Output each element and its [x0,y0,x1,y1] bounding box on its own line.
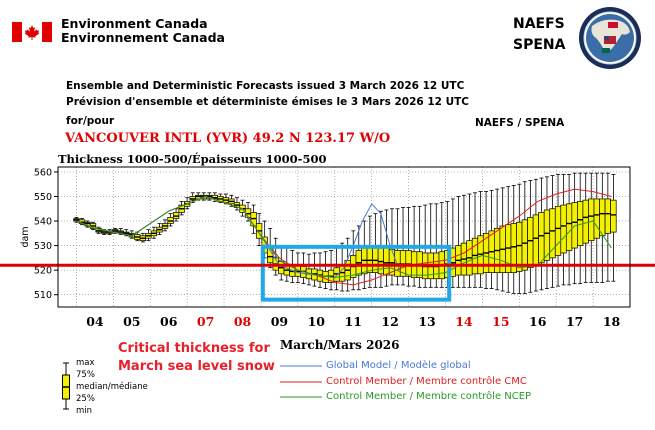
x-tick-label: 05 [123,314,140,329]
box-iqr [560,204,567,254]
box-iqr [521,219,528,271]
plot-frame [57,166,631,308]
naefs-spena-label: NAEFS / SPENA [475,117,565,129]
box-iqr [582,199,589,244]
legend-label-global: Global Model / Modèle global [326,360,471,371]
box-key-q25: 25% [76,394,95,404]
x-axis-title: March/Mars 2026 [280,338,400,352]
legend-label-cmc: Control Member / Membre contrôle CMC [326,376,527,387]
box-iqr [599,198,606,237]
series-legend-lines [280,365,322,398]
box-key-icon [62,362,70,410]
y-tick-label: 560 [34,167,52,178]
box-iqr [565,203,573,251]
critical-thickness-note: Critical thickness for March sea level s… [118,341,275,374]
x-tick-label: 13 [418,314,435,329]
box-iqr [588,198,595,242]
box-iqr [377,246,385,275]
box-iqr [527,217,534,269]
cold-period-highlight [260,244,452,302]
box-iqr [372,245,379,273]
naefs-logo-icon [579,7,641,69]
box-iqr [610,199,617,233]
x-tick-label: 06 [160,314,178,329]
x-tick-label: 08 [234,314,252,329]
box-iqr [383,247,390,276]
chart-title: Thickness 1000-500/Épaisseurs 1000-500 [58,152,327,166]
y-tick-label: 550 [34,192,52,203]
y-axis-label: dam [20,226,31,247]
box-key-median: median/médiane [76,382,148,392]
y-tick-label: 530 [34,241,52,252]
box-key-min: min [76,406,93,416]
x-tick-label: 14 [455,314,473,329]
for-pour-label: for/pour [66,115,115,127]
program-name-naefs: NAEFS [513,16,565,32]
box-iqr [538,212,545,264]
x-tick-label: 09 [271,314,288,329]
box-key-q75: 75% [76,370,95,380]
org-name-english: Environment Canada [61,16,208,31]
box-iqr [532,214,540,266]
x-tick-label: 10 [308,314,326,329]
box-key-max: max [76,358,95,368]
y-tick-label: 520 [34,266,52,277]
x-tick-label: 12 [381,314,398,329]
box-iqr [604,198,612,234]
x-tick-label: 18 [603,314,621,329]
station-title: VANCOUVER INTL (YVR) 49.2 N 123.17 W/O [65,131,391,146]
y-tick-label: 540 [34,217,52,228]
legend-label-ncep: Control Member / Membre contrôle NCEP [326,391,532,402]
x-tick-label: 15 [492,314,509,329]
x-tick-label: 04 [86,314,104,329]
y-tick-label: 510 [34,290,52,301]
org-name-french: Environnement Canada [61,30,225,45]
box-iqr [593,198,600,239]
program-name-spena: SPENA [513,37,566,53]
x-tick-label: 16 [529,314,547,329]
box-iqr [549,208,556,259]
x-tick-label: 07 [197,314,214,329]
issued-line-french: Prévision d'ensemble et déterministe émi… [66,96,470,108]
issued-line-english: Ensemble and Deterministic Forecasts iss… [66,80,465,92]
box-iqr [554,205,562,256]
canada-flag-icon [12,22,52,42]
x-tick-label: 17 [566,314,583,329]
x-tick-label: 11 [345,314,362,329]
